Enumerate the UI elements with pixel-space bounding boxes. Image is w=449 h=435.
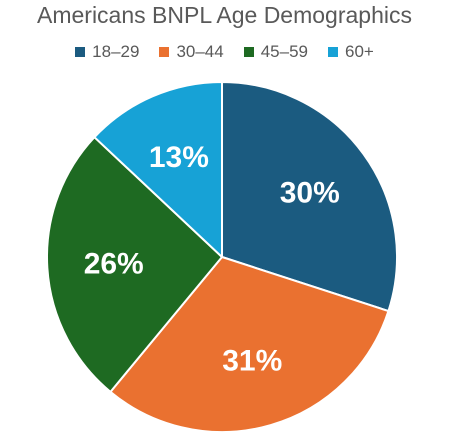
pie-slices (46, 81, 398, 433)
pie-slice-30-44 (109, 256, 390, 433)
pie-slice-60-plus (93, 81, 223, 258)
pie-label-60-plus: 13% (149, 141, 209, 174)
pie-labels: 30% 31% 26% 13% (84, 141, 340, 378)
legend-label-30-44: 30–44 (176, 42, 224, 61)
legend-swatch-18-29 (75, 47, 86, 57)
pie-label-45-59: 26% (84, 247, 144, 280)
legend-swatch-60-plus (328, 47, 338, 57)
legend-item-60-plus: 60+ (328, 42, 374, 62)
pie-slice-18-29 (221, 81, 398, 313)
legend: 18–29 30–44 45–59 60+ (0, 42, 449, 62)
legend-label-18-29: 18–29 (92, 42, 140, 61)
pie-label-30-44: 31% (222, 345, 282, 378)
chart-title: Americans BNPL Age Demographics (37, 2, 412, 28)
legend-swatch-45-59 (243, 47, 254, 57)
legend-swatch-30-44 (159, 47, 170, 57)
pie-slice-45-59 (46, 136, 223, 393)
pie-label-18-29: 30% (280, 177, 340, 210)
legend-item-45-59: 45–59 (243, 42, 308, 62)
legend-item-30-44: 30–44 (159, 42, 224, 62)
legend-label-60-plus: 60+ (345, 42, 374, 61)
legend-label-45-59: 45–59 (260, 42, 308, 61)
legend-item-18-29: 18–29 (75, 42, 139, 62)
